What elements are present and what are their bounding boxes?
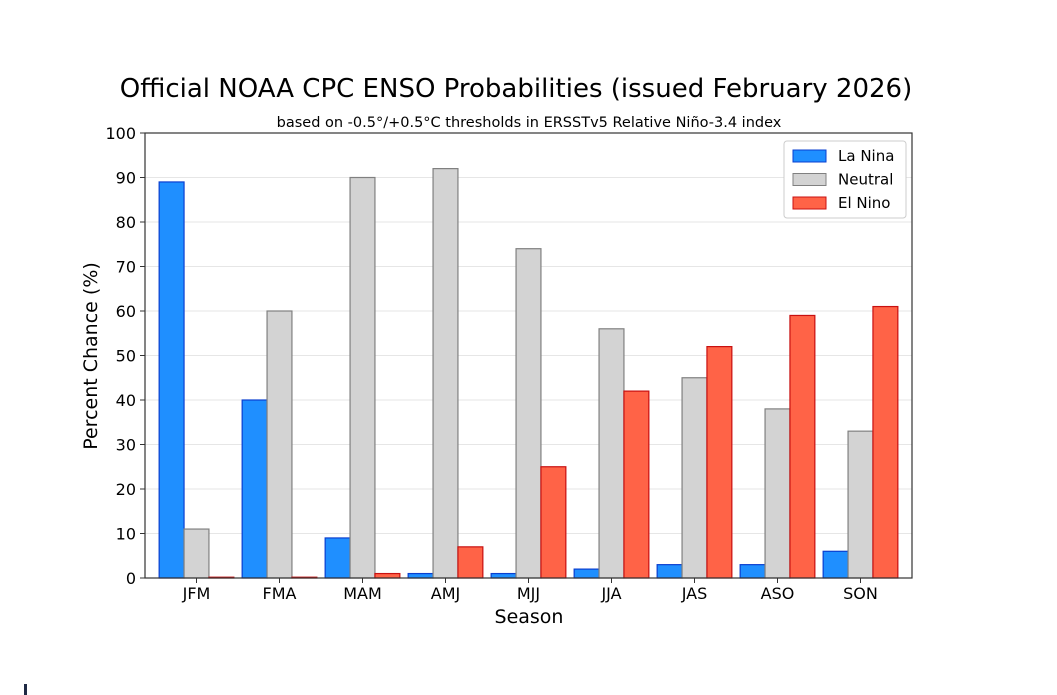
y-tick-label: 20 xyxy=(116,480,136,499)
y-tick-label: 80 xyxy=(116,213,136,232)
bar-neutral-jfm xyxy=(183,528,210,579)
bar-el-nino-mjj xyxy=(540,466,567,579)
bar-neutral-fma xyxy=(266,310,293,579)
y-tick-label: 30 xyxy=(116,436,136,455)
bar-la-nina-jas xyxy=(656,564,683,579)
bar-la-nina-mam xyxy=(324,537,351,579)
chart-subtitle: based on -0.5°/+0.5°C thresholds in ERSS… xyxy=(277,115,782,131)
x-tick-label: JAS xyxy=(681,584,708,603)
bar-la-nina-jfm xyxy=(158,181,185,579)
chart-title: Official NOAA CPC ENSO Probabilities (is… xyxy=(120,74,913,104)
x-tick-label: MJJ xyxy=(517,584,540,603)
bar-la-nina-amj xyxy=(407,572,434,579)
bar-neutral-amj xyxy=(432,168,459,579)
y-tick-label: 60 xyxy=(116,302,136,321)
x-tick-label: SON xyxy=(843,584,878,603)
x-tick-label: ASO xyxy=(761,584,795,603)
y-tick-label: 40 xyxy=(116,391,136,410)
bars xyxy=(158,168,899,579)
legend-items: La Nina Neutral El Nino xyxy=(792,147,894,212)
bar-la-nina-fma xyxy=(241,399,268,579)
bar-la-nina-jja xyxy=(573,568,600,579)
bar-el-nino-amj xyxy=(457,546,484,579)
bar-el-nino-jja xyxy=(623,390,650,579)
legend-label: La Nina xyxy=(838,147,894,165)
legend-label: El Nino xyxy=(838,194,891,212)
legend-label: Neutral xyxy=(838,171,893,189)
y-tick-label: 0 xyxy=(126,569,136,588)
x-axis-label: Season xyxy=(495,606,564,628)
y-tick-label: 70 xyxy=(116,258,136,277)
bar-el-nino-son xyxy=(872,305,899,579)
legend-swatch xyxy=(792,149,827,163)
bar-el-nino-mam xyxy=(374,572,401,579)
bar-el-nino-aso xyxy=(789,314,816,579)
x-axis-ticks: JFM FMA MAM AMJ MJJ JJA JAS ASO SON xyxy=(182,578,878,603)
x-tick-label: AMJ xyxy=(431,584,460,603)
y-tick-label: 100 xyxy=(105,124,136,143)
bar-neutral-aso xyxy=(764,408,791,579)
x-tick-label: MAM xyxy=(343,584,382,603)
bar-neutral-son xyxy=(847,430,874,579)
corner-mark xyxy=(24,684,27,695)
bar-neutral-mam xyxy=(349,176,376,579)
bar-el-nino-jas xyxy=(706,346,733,579)
y-tick-label: 50 xyxy=(116,347,136,366)
bar-neutral-jas xyxy=(681,377,708,579)
y-tick-label: 10 xyxy=(116,525,136,544)
y-axis-label: Percent Chance (%) xyxy=(80,262,102,450)
bar-la-nina-mjj xyxy=(490,572,517,579)
bar-la-nina-son xyxy=(822,550,849,579)
bar-neutral-mjj xyxy=(515,248,542,579)
y-tick-label: 90 xyxy=(116,169,136,188)
x-tick-label: JFM xyxy=(182,584,211,603)
legend-swatch xyxy=(792,173,827,186)
legend: La Nina Neutral El Nino xyxy=(783,140,907,219)
bar-neutral-jja xyxy=(598,328,625,579)
x-tick-label: FMA xyxy=(263,584,297,603)
legend-swatch xyxy=(792,196,827,210)
x-tick-label: JJA xyxy=(600,584,621,603)
bar-la-nina-aso xyxy=(739,564,766,579)
y-axis-ticks: 0 10 20 30 40 50 60 70 80 90 100 xyxy=(105,124,145,588)
